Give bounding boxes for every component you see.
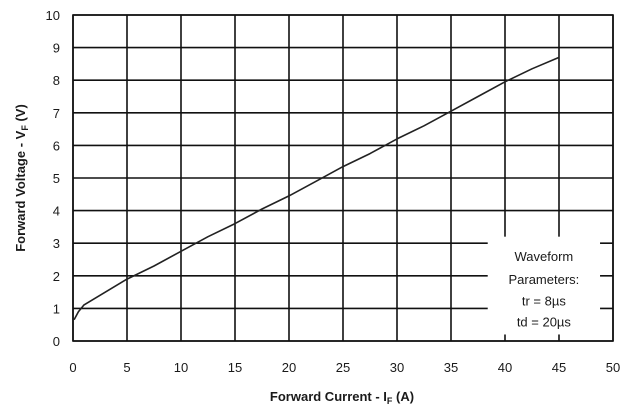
y-tick-label-10: 10 [46,8,60,23]
annotation-background [487,236,601,335]
y-tick-label-8: 8 [53,73,60,88]
y-tick-labels: 0 1 2 3 4 5 6 7 8 9 10 [46,8,60,349]
annotation-line-2: Parameters: [508,272,579,287]
y-tick-label-9: 9 [53,41,60,56]
y-tick-label-1: 1 [53,301,60,316]
y-tick-label-7: 7 [53,106,60,121]
x-tick-label-10: 50 [606,360,620,375]
x-tick-label-5: 25 [336,360,350,375]
x-axis-title: Forward Current - IF (A) [270,389,414,406]
x-tick-label-9: 45 [552,360,566,375]
annotation-box: Waveform Parameters: tr = 8µs td = 20µs [487,236,601,335]
y-tick-label-5: 5 [53,171,60,186]
x-tick-label-6: 30 [390,360,404,375]
y-tick-label-2: 2 [53,269,60,284]
x-tick-label-7: 35 [444,360,458,375]
y-axis-title: Forward Voltage - VF (V) [13,104,30,252]
plot-border [72,14,614,342]
x-tick-label-4: 20 [282,360,296,375]
x-tick-label-3: 15 [228,360,242,375]
x-tick-label-2: 10 [174,360,188,375]
annotation-line-4: td = 20µs [517,314,572,329]
y-tick-label-0: 0 [53,334,60,349]
x-tick-label-0: 0 [69,360,76,375]
y-tick-label-3: 3 [53,236,60,251]
x-tick-label-8: 40 [498,360,512,375]
x-tick-labels: 0 5 10 15 20 25 30 35 40 45 50 [69,360,620,375]
series-layer [73,56,560,321]
series-line-0 [73,56,560,321]
plot-frame [72,14,614,342]
annotation-line-1: Waveform [515,249,574,264]
y-tick-label-6: 6 [53,138,60,153]
x-tick-label-1: 5 [123,360,130,375]
annotation-line-3: tr = 8µs [522,293,566,308]
y-tick-label-4: 4 [53,204,60,219]
